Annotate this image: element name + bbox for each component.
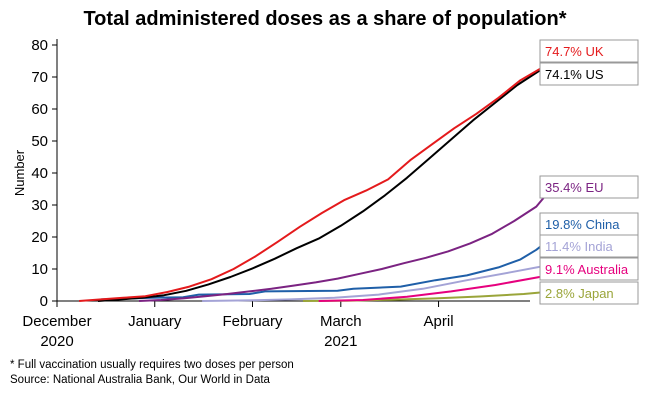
source-note: Source: National Australia Bank, Our Wor… bbox=[10, 374, 270, 386]
series-label-china: 19.8% China bbox=[545, 217, 620, 232]
callout-box bbox=[539, 234, 639, 258]
y-tick-label: 40 bbox=[31, 165, 48, 182]
series-label-eu: 35.4% EU bbox=[545, 180, 604, 195]
series-line-china bbox=[101, 236, 553, 301]
chart-title: Total administered doses as a share of p… bbox=[83, 8, 567, 30]
x-tick-label: December bbox=[22, 313, 91, 330]
series-line-eu bbox=[138, 187, 553, 302]
series-label-australia: 9.1% Australia bbox=[545, 262, 629, 277]
y-tick-label: 30 bbox=[31, 197, 48, 214]
axes bbox=[56, 39, 530, 302]
y-tick-label: 60 bbox=[31, 101, 48, 118]
x-year-label: 2020 bbox=[40, 333, 73, 350]
series-lines bbox=[79, 61, 553, 302]
callout-box bbox=[539, 39, 639, 63]
series-line-uk bbox=[79, 61, 553, 302]
series-label-india: 11.4% India bbox=[545, 239, 613, 254]
series-label-japan: 2.8% Japan bbox=[545, 286, 614, 301]
y-axis-title: Number bbox=[12, 149, 27, 196]
callout-box bbox=[539, 62, 639, 86]
y-tick-label: 70 bbox=[31, 69, 48, 86]
footnote: * Full vaccination usually requires two … bbox=[10, 359, 294, 371]
series-label-uk: 74.7% UK bbox=[545, 44, 604, 59]
y-tick-label: 0 bbox=[40, 293, 48, 310]
x-tick-label: February bbox=[222, 313, 283, 330]
y-tick-label: 10 bbox=[31, 261, 48, 278]
x-year-label: 2021 bbox=[324, 333, 357, 350]
y-tick-label: 20 bbox=[31, 229, 48, 246]
y-axis-ticks: 0 10 20 30 40 50 60 70 80 Number bbox=[12, 37, 57, 310]
callout-box bbox=[539, 175, 639, 199]
x-tick-label: April bbox=[424, 313, 454, 330]
x-tick-label: January bbox=[128, 313, 182, 330]
series-label-us: 74.1% US bbox=[545, 67, 604, 82]
x-axis-ticks: December January February March April 2020 202… bbox=[22, 301, 454, 350]
series-line-india bbox=[202, 263, 553, 302]
series-line-us bbox=[97, 63, 553, 302]
callout-box bbox=[539, 257, 639, 281]
x-tick-label: March bbox=[320, 313, 362, 330]
series-labels: 74.7% UK 74.1% US 35.4% EU 19.8% China 11.4%… bbox=[539, 39, 639, 305]
y-tick-label: 50 bbox=[31, 133, 48, 150]
y-tick-label: 80 bbox=[31, 37, 48, 54]
callout-box bbox=[539, 281, 639, 305]
